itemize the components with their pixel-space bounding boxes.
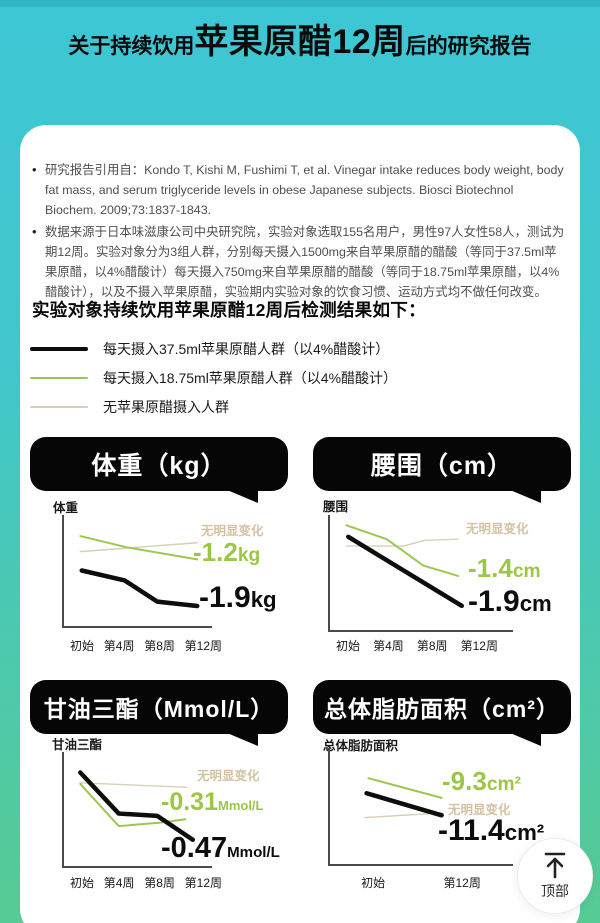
y-axis-label: 体重 <box>53 501 79 515</box>
line-chart-svg <box>64 752 212 866</box>
chart-triglycerides: 甘油三酯（Mmol/L） 甘油三酯 初始 第4周 第8周 第12周 无明显变化 -0.… <box>25 680 307 922</box>
title-suffix: 后的研究报告 <box>405 35 532 58</box>
beige-series-line <box>346 539 458 546</box>
chart-weight: 体重（kg） 体重 初始 第4周 第8周 第12周 无明显变化 -1.2kg -1.9… <box>25 437 307 679</box>
black-change-annotation: -1.9cm <box>468 585 552 618</box>
line-chart-svg <box>64 515 212 626</box>
x-axis-tick-label: 初始 <box>70 639 95 653</box>
results-heading: 实验对象持续饮用苹果原醋12周后检测结果如下： <box>32 300 426 320</box>
citation-item: • 数据来源于日本味滋康公司中央研究院，实验对象选取155名用户，男性97人女性… <box>32 222 568 302</box>
black-series-line <box>348 537 461 606</box>
chart-legend: 每天摄入37.5ml苹果原醋人群（以4%醋酸计） 每天摄入18.75ml苹果原醋… <box>30 340 397 427</box>
beige-series-line <box>80 543 197 552</box>
plot-area <box>328 748 513 866</box>
green-series-line <box>80 784 185 826</box>
legend-label: 每天摄入37.5ml苹果原醋人群（以4%醋酸计） <box>103 341 390 357</box>
title-highlight: 苹果原醋12周 <box>194 23 406 61</box>
green-series-line <box>368 778 441 798</box>
bullet-icon: • <box>32 224 37 239</box>
x-axis-tick-label: 第12周 <box>460 639 498 653</box>
chart-title: 甘油三酯（Mmol/L） <box>43 696 275 722</box>
top-edge-strip <box>0 0 600 7</box>
green-series-line <box>346 525 458 576</box>
legend-item-black-line: 每天摄入37.5ml苹果原醋人群（以4%醋酸计） <box>30 340 397 358</box>
black-series-line <box>80 773 192 840</box>
black-change-annotation: -0.47Mmol/L <box>161 832 280 864</box>
black-series-line <box>82 571 197 607</box>
chart-title-bubble: 甘油三酯（Mmol/L） <box>30 680 288 746</box>
legend-label: 无苹果原醋摄入人群 <box>103 399 229 415</box>
plot-area <box>328 515 513 632</box>
no-change-annotation: 无明显变化 <box>448 803 511 817</box>
black-change-annotation: -11.4cm² <box>438 814 545 847</box>
no-change-annotation: 无明显变化 <box>201 524 264 538</box>
plot-area <box>62 752 212 868</box>
citation-text: 数据来源于日本味滋康公司中央研究院，实验对象选取155名用户，男性97人女性58… <box>45 225 565 299</box>
green-change-annotation: -1.4cm <box>468 553 541 583</box>
citation-text: 研究报告引用自：Kondo T, Kishi M, Fushimi T, et … <box>45 163 564 217</box>
x-axis-tick-label: 第8周 <box>416 639 448 653</box>
chart-title: 总体脂肪面积（cm²） <box>324 696 560 722</box>
back-to-top-button[interactable]: 顶部 <box>517 838 593 914</box>
x-axis-labels: 初始 第4周 第8周 第12周 <box>70 637 222 654</box>
beige-line-swatch <box>30 406 88 408</box>
y-axis-label: 腰围 <box>323 500 349 514</box>
line-chart-svg <box>330 515 513 630</box>
x-axis-tick-label: 第8周 <box>144 876 175 890</box>
line-chart-svg <box>330 748 513 864</box>
x-axis-tick-label: 第12周 <box>443 876 481 890</box>
x-axis-tick-label: 第4周 <box>103 876 135 890</box>
arrow-up-to-top-icon <box>544 852 566 879</box>
citation-item: • 研究报告引用自：Kondo T, Kishi M, Fushimi T, e… <box>32 160 568 220</box>
x-axis-tick-label: 初始 <box>336 639 361 653</box>
page-title: 关于持续饮用苹果原醋12周后的研究报告 <box>0 14 600 63</box>
legend-item-green-line: 每天摄入18.75ml苹果原醋人群（以4%醋酸计） <box>30 369 397 387</box>
no-change-annotation: 无明显变化 <box>466 522 529 536</box>
chart-title-bubble: 总体脂肪面积（cm²） <box>313 680 571 746</box>
content-card <box>20 125 580 923</box>
legend-label: 每天摄入18.75ml苹果原醋人群（以4%醋酸计） <box>103 370 398 386</box>
x-axis-labels: 初始 第12周 <box>332 874 510 891</box>
chart-title-bubble: 体重（kg） <box>30 437 288 503</box>
x-axis-tick-label: 第4周 <box>103 639 135 653</box>
citation-list: • 研究报告引用自：Kondo T, Kishi M, Fushimi T, e… <box>32 160 568 304</box>
x-axis-tick-label: 第12周 <box>184 639 222 653</box>
x-axis-tick-label: 初始 <box>361 876 386 890</box>
title-prefix: 关于持续饮用 <box>68 35 195 58</box>
chart-total-fat-area: 总体脂肪面积（cm²） 总体脂肪面积 初始 第12周 -9.3cm² 无明显变化 … <box>308 680 590 922</box>
plot-area <box>62 515 212 628</box>
x-axis-tick-label: 第8周 <box>144 639 175 653</box>
x-axis-tick-label: 初始 <box>70 876 95 890</box>
chart-title: 体重（kg） <box>91 452 227 480</box>
x-axis-tick-label: 第12周 <box>184 876 222 890</box>
y-axis-label: 总体脂肪面积 <box>323 739 399 753</box>
green-change-annotation: -9.3cm² <box>442 766 522 796</box>
chart-title: 腰围（cm） <box>370 452 514 480</box>
black-line-swatch <box>30 347 88 351</box>
legend-item-beige-line: 无苹果原醋摄入人群 <box>30 398 397 416</box>
black-series-line <box>367 793 442 815</box>
x-axis-labels: 初始 第4周 第8周 第12周 <box>336 637 498 654</box>
chart-waist: 腰围（cm） 腰围 初始 第4周 第8周 第12周 无明显变化 -1.4cm -1.9… <box>308 437 590 679</box>
green-series-line <box>80 536 197 559</box>
black-change-annotation: -1.9kg <box>199 581 277 614</box>
back-to-top-label: 顶部 <box>541 883 569 899</box>
no-change-annotation: 无明显变化 <box>197 769 260 783</box>
chart-title-bubble: 腰围（cm） <box>313 437 571 503</box>
green-line-swatch <box>30 376 88 380</box>
beige-series-line <box>80 783 187 788</box>
bullet-icon: • <box>32 162 37 177</box>
x-axis-labels: 初始 第4周 第8周 第12周 <box>70 874 222 891</box>
green-change-annotation: -0.31Mmol/L <box>161 788 264 816</box>
y-axis-label: 甘油三酯 <box>52 738 103 752</box>
green-change-annotation: -1.2kg <box>193 537 261 567</box>
x-axis-tick-label: 第4周 <box>373 639 404 653</box>
